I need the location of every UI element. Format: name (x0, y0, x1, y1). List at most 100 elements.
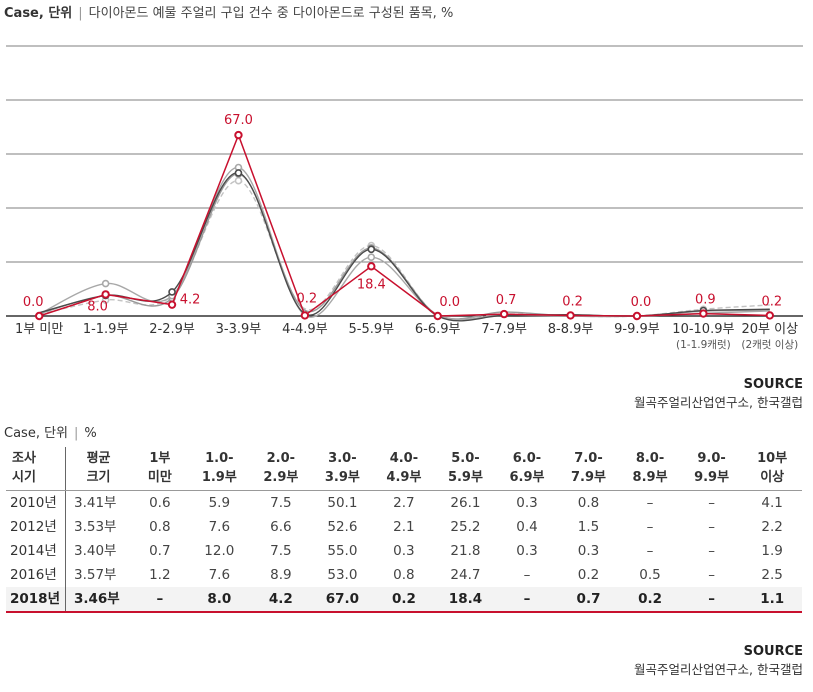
table-cell: 52.6 (327, 519, 358, 535)
table-cell: 3.40부 (73, 543, 117, 559)
table-cell: 7.6 (208, 519, 231, 535)
table-col-header-line: 7.0- (574, 451, 603, 466)
table-col-header-line: 6.9부 (509, 470, 545, 485)
table-cell: 26.1 (450, 495, 481, 511)
table-col-header: 2.0- 2.9부 (250, 447, 312, 491)
x-tick-label: (1-1.9캐럿) (676, 339, 731, 351)
table-cell: 0.2 (577, 567, 600, 583)
table-col-header-line: 이상 (760, 470, 785, 485)
highlight-point (699, 309, 708, 318)
table-col-header: 1부 미만 (131, 447, 189, 491)
table-col-header-line: 1.9부 (201, 470, 237, 485)
table-cell: 3.57부 (73, 567, 117, 583)
table-cell: 1.1 (742, 587, 802, 613)
table-cell: 0.7 (557, 587, 620, 613)
table-row: 2016년 3.57부 1.2 7.6 8.9 53.0 0.8 24.7 – 0.2 0.5 – 2.… (6, 563, 802, 587)
x-tick-label: 1-1.9부 (83, 322, 129, 337)
table-col-header: 조사 시기 (6, 447, 66, 491)
table-col-header: 6.0- 6.9부 (496, 447, 558, 491)
data-label: 0.2 (761, 294, 782, 309)
table-cell: 1.5 (577, 519, 600, 535)
data-label: 0.9 (695, 293, 716, 308)
chart-header: Case, 단위 | 다이아몬드 예물 주얼리 구입 건수 중 다이아몬드로 구성된… (4, 2, 453, 21)
table-cell: 55.0 (327, 543, 358, 559)
chart-source-text: 월곡주얼리산업연구소, 한국갤럽 (634, 395, 803, 410)
table-cell: 50.1 (327, 495, 358, 511)
data-label: 0.2 (297, 291, 318, 306)
table-cell: – (708, 543, 715, 559)
data-label: 0.0 (23, 295, 44, 310)
series-line (39, 172, 770, 322)
table-year-cell: 2018년 (6, 587, 66, 613)
table-cell: 0.8 (393, 567, 415, 583)
table-col-header: 1.0- 1.9부 (188, 447, 251, 491)
highlight-point (566, 311, 575, 320)
table-cell: 67.0 (311, 587, 374, 613)
table-cell: 21.8 (450, 543, 481, 559)
table-cell: 0.8 (577, 495, 600, 511)
table-col-header-line: 3.0- (328, 451, 357, 466)
x-tick-label: 9-9.9부 (614, 322, 660, 337)
table-row: 2018년 3.46부 –8.0 4.2 67.0 0.2 18.4–0.7 0.2–1.1 (6, 587, 802, 613)
table-col-header: 10부 이상 (742, 447, 802, 491)
highlight-point (433, 311, 442, 321)
series-line (39, 173, 770, 320)
table-cell: 2.5 (761, 567, 783, 583)
table-col-header: 9.0- 9.9부 (680, 447, 743, 491)
table-year-cell: 2014년 (6, 539, 66, 563)
series-point (101, 279, 110, 288)
table-cell: – (708, 495, 715, 511)
data-label: 0.2 (562, 294, 583, 309)
table-cell: 6.6 (270, 519, 292, 535)
highlight-point (499, 309, 509, 319)
table-cell: 2.7 (393, 495, 415, 511)
series-line-highlight (38, 132, 770, 317)
table-cell: 2.1 (393, 519, 415, 535)
table-unit: Case, 단위 (4, 426, 68, 441)
table-cell: 1.9 (761, 543, 783, 559)
table-cell: 8.9 (270, 567, 292, 583)
table-cell: – (646, 495, 654, 511)
data-label: 0.0 (439, 295, 460, 310)
table-year-cell: 2012년 (6, 515, 66, 539)
table-cell: 0.2 (373, 587, 435, 613)
table-source: SOURCE 월곡주얼리산업연구소, 한국갤럽 (634, 644, 803, 678)
table-cell: 24.7 (450, 567, 481, 583)
table-col-header-line: 6.0- (512, 451, 542, 466)
table-cell: 4.1 (761, 495, 783, 511)
x-tick-label: 1부 미만 (15, 322, 63, 337)
highlight-point (234, 130, 243, 140)
table-col-header: 4.0- 4.9부 (373, 447, 435, 491)
table-cell: 0.3 (516, 543, 538, 559)
data-label: 67.0 (224, 113, 253, 128)
table-cell: – (646, 543, 654, 559)
table-cell: 0.3 (516, 495, 538, 511)
table-cell: 0.6 (149, 495, 171, 511)
table-cell: – (646, 519, 654, 535)
table-col-header-line: 4.9부 (386, 470, 422, 485)
table-cell: 3.53부 (73, 519, 117, 535)
table-col-header-line: 8.0- (635, 451, 665, 466)
table-cell: 1.2 (149, 567, 171, 583)
table-cell: – (131, 587, 189, 613)
table-cell: 0.4 (516, 519, 538, 535)
table-col-header: 3.0- 3.9부 (311, 447, 374, 491)
table-cell: 0.7 (149, 543, 171, 559)
table-cell: 7.5 (270, 495, 292, 511)
table-col-header-line: 2.0- (266, 451, 296, 466)
table-header: Case, 단위 |% (4, 422, 97, 441)
table-col-header-line: 9.0- (697, 451, 726, 466)
table-cell: 5.9 (208, 495, 231, 511)
table-cell: – (496, 587, 558, 613)
series-line (38, 166, 770, 321)
table-col-header-line: 평균 (86, 451, 111, 466)
table-col-header-line: 크기 (86, 470, 111, 485)
series-point (234, 176, 243, 185)
table-source-text: 월곡주얼리산업연구소, 한국갤럽 (634, 662, 803, 677)
table-year-cell: 2016년 (6, 563, 66, 587)
highlight-point (300, 311, 310, 320)
chart-title: 다이아몬드 예물 주얼리 구입 건수 중 다이아몬드로 구성된 품목, % (88, 6, 454, 21)
table-cell: 0.8 (149, 519, 171, 535)
